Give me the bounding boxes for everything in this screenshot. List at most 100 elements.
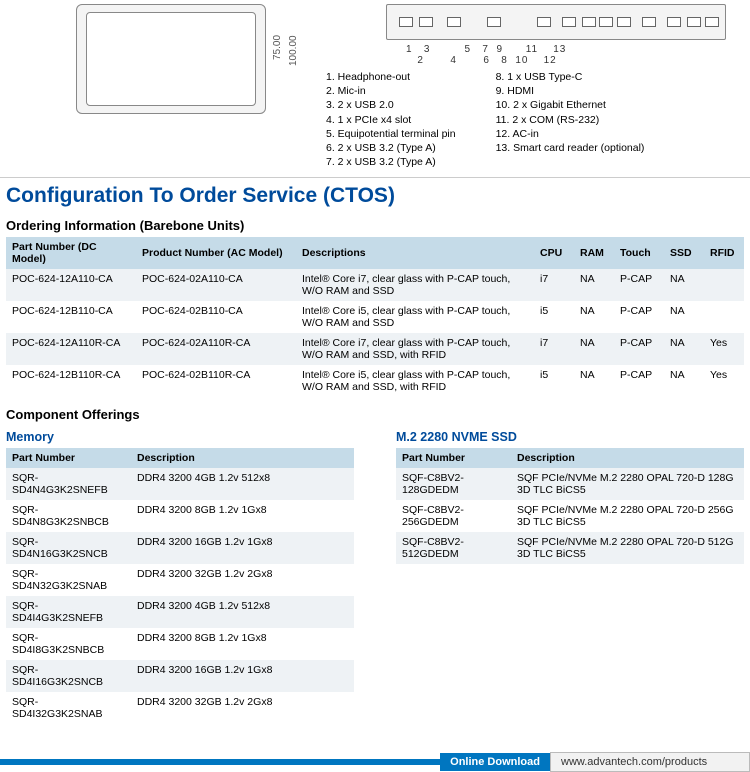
- port-item-7: 7. 2 x USB 3.2 (Type A): [326, 155, 456, 169]
- port-item-1: 1. Headphone-out: [326, 70, 456, 84]
- port-item-10: 10. 2 x Gigabit Ethernet: [496, 98, 645, 112]
- table-cell: DDR4 3200 4GB 1.2v 512x8: [131, 468, 354, 500]
- table-cell: NA: [664, 269, 704, 301]
- table-cell: SQF PCIe/NVMe M.2 2280 OPAL 720-D 256G 3…: [511, 500, 744, 532]
- table-cell: SQR-SD4N8G3K2SNBCB: [6, 500, 131, 532]
- table-cell: SQR-SD4N16G3K2SNCB: [6, 532, 131, 564]
- dim-75: 75.00: [272, 35, 283, 60]
- table-row: SQR-SD4I32G3K2SNABDDR4 3200 32GB 1.2v 2G…: [6, 692, 354, 724]
- ctos-title: Configuration To Order Service (CTOS): [0, 177, 750, 212]
- table-row: POC-624-12A110-CAPOC-624-02A110-CAIntel®…: [6, 269, 744, 301]
- table-cell: POC-624-12B110-CA: [6, 301, 136, 333]
- table-cell: POC-624-02B110-CA: [136, 301, 296, 333]
- table-cell: DDR4 3200 16GB 1.2v 1Gx8: [131, 532, 354, 564]
- th-cpu: CPU: [534, 237, 574, 269]
- th-part-ac: Product Number (AC Model): [136, 237, 296, 269]
- table-row: SQF-C8BV2-256GDEDMSQF PCIe/NVMe M.2 2280…: [396, 500, 744, 532]
- table-cell: POC-624-02A110-CA: [136, 269, 296, 301]
- memory-table: Part Number Description SQR-SD4N4G3K2SNE…: [6, 448, 354, 724]
- table-cell: SQF-C8BV2-256GDEDM: [396, 500, 511, 532]
- port-item-3: 3. 2 x USB 2.0: [326, 98, 456, 112]
- table-cell: SQR-SD4N32G3K2SNAB: [6, 564, 131, 596]
- ssd-table: Part Number Description SQF-C8BV2-128GDE…: [396, 448, 744, 564]
- table-cell: SQF-C8BV2-128GDEDM: [396, 468, 511, 500]
- table-cell: P-CAP: [614, 269, 664, 301]
- table-cell: SQR-SD4I4G3K2SNEFB: [6, 596, 131, 628]
- table-cell: POC-624-12B110R-CA: [6, 365, 136, 397]
- table-cell: POC-624-12A110-CA: [6, 269, 136, 301]
- table-cell: NA: [574, 333, 614, 365]
- table-cell: SQR-SD4N4G3K2SNEFB: [6, 468, 131, 500]
- table-cell: Yes: [704, 333, 744, 365]
- table-row: POC-624-12A110R-CAPOC-624-02A110R-CAInte…: [6, 333, 744, 365]
- footer-stripe: [0, 759, 440, 765]
- table-cell: DDR4 3200 16GB 1.2v 1Gx8: [131, 660, 354, 692]
- table-row: SQR-SD4N8G3K2SNBCBDDR4 3200 8GB 1.2v 1Gx…: [6, 500, 354, 532]
- table-cell: P-CAP: [614, 333, 664, 365]
- table-row: SQR-SD4I4G3K2SNEFBDDR4 3200 4GB 1.2v 512…: [6, 596, 354, 628]
- port-numbers-row2: 2 4 6 8 10 12: [406, 55, 744, 66]
- table-row: SQR-SD4I8G3K2SNBCBDDR4 3200 8GB 1.2v 1Gx…: [6, 628, 354, 660]
- table-cell: Intel® Core i5, clear glass with P-CAP t…: [296, 365, 534, 397]
- table-cell: i7: [534, 333, 574, 365]
- table-cell: P-CAP: [614, 301, 664, 333]
- port-legend-area: 1 3 5 7 9 11 13 2 4 6 8 10 12 1. Headpho…: [326, 4, 744, 169]
- ssd-th-desc: Description: [511, 448, 744, 468]
- th-touch: Touch: [614, 237, 664, 269]
- ordering-table: Part Number (DC Model) Product Number (A…: [6, 237, 744, 397]
- table-cell: NA: [664, 301, 704, 333]
- table-cell: Yes: [704, 365, 744, 397]
- device-front-diagram: 75.00 100.00: [6, 4, 306, 124]
- table-cell: Intel® Core i7, clear glass with P-CAP t…: [296, 269, 534, 301]
- table-cell: DDR4 3200 4GB 1.2v 512x8: [131, 596, 354, 628]
- dim-100: 100.00: [288, 35, 299, 66]
- table-cell: SQR-SD4I16G3K2SNCB: [6, 660, 131, 692]
- port-item-5: 5. Equipotential terminal pin: [326, 127, 456, 141]
- table-cell: DDR4 3200 32GB 1.2v 2Gx8: [131, 564, 354, 596]
- memory-section: Memory Part Number Description SQR-SD4N4…: [0, 426, 360, 724]
- footer-bar: Online Download www.advantech.com/produc…: [0, 752, 750, 772]
- table-cell: [704, 269, 744, 301]
- mem-th-desc: Description: [131, 448, 354, 468]
- table-row: POC-624-12B110-CAPOC-624-02B110-CAIntel®…: [6, 301, 744, 333]
- port-item-12: 12. AC-in: [496, 127, 645, 141]
- table-cell: NA: [574, 365, 614, 397]
- th-ram: RAM: [574, 237, 614, 269]
- table-row: SQR-SD4I16G3K2SNCBDDR4 3200 16GB 1.2v 1G…: [6, 660, 354, 692]
- table-cell: DDR4 3200 8GB 1.2v 1Gx8: [131, 628, 354, 660]
- table-row: SQR-SD4N32G3K2SNABDDR4 3200 32GB 1.2v 2G…: [6, 564, 354, 596]
- table-cell: SQF PCIe/NVMe M.2 2280 OPAL 720-D 512G 3…: [511, 532, 744, 564]
- port-numbers-row1: 1 3 5 7 9 11 13: [406, 44, 744, 55]
- diagram-area: 75.00 100.00 1 3 5 7 9 11 13 2 4 6 8 10: [0, 0, 750, 177]
- component-offerings-title: Component Offerings: [0, 397, 750, 426]
- table-cell: Intel® Core i5, clear glass with P-CAP t…: [296, 301, 534, 333]
- ordering-table-header-row: Part Number (DC Model) Product Number (A…: [6, 237, 744, 269]
- table-cell: i5: [534, 365, 574, 397]
- ssd-section: M.2 2280 NVME SSD Part Number Descriptio…: [390, 426, 750, 564]
- ordering-info-title: Ordering Information (Barebone Units): [0, 212, 750, 237]
- th-rfid: RFID: [704, 237, 744, 269]
- table-cell: Intel® Core i7, clear glass with P-CAP t…: [296, 333, 534, 365]
- port-diagram: [386, 4, 726, 40]
- th-part-dc: Part Number (DC Model): [6, 237, 136, 269]
- table-cell: DDR4 3200 32GB 1.2v 2Gx8: [131, 692, 354, 724]
- ssd-title: M.2 2280 NVME SSD: [390, 426, 750, 448]
- table-cell: SQF PCIe/NVMe M.2 2280 OPAL 720-D 128G 3…: [511, 468, 744, 500]
- memory-title: Memory: [0, 426, 360, 448]
- th-desc: Descriptions: [296, 237, 534, 269]
- port-col-right: 8. 1 x USB Type-C 9. HDMI 10. 2 x Gigabi…: [496, 70, 645, 169]
- port-item-4: 4. 1 x PCIe x4 slot: [326, 113, 456, 127]
- table-row: SQR-SD4N16G3K2SNCBDDR4 3200 16GB 1.2v 1G…: [6, 532, 354, 564]
- table-cell: i5: [534, 301, 574, 333]
- table-cell: [704, 301, 744, 333]
- table-row: POC-624-12B110R-CAPOC-624-02B110R-CAInte…: [6, 365, 744, 397]
- port-item-2: 2. Mic-in: [326, 84, 456, 98]
- port-item-11: 11. 2 x COM (RS-232): [496, 113, 645, 127]
- footer-url[interactable]: www.advantech.com/products: [550, 752, 750, 772]
- table-cell: i7: [534, 269, 574, 301]
- table-cell: NA: [664, 365, 704, 397]
- th-ssd: SSD: [664, 237, 704, 269]
- port-item-6: 6. 2 x USB 3.2 (Type A): [326, 141, 456, 155]
- port-list: 1. Headphone-out 2. Mic-in 3. 2 x USB 2.…: [326, 70, 744, 169]
- table-cell: SQF-C8BV2-512GDEDM: [396, 532, 511, 564]
